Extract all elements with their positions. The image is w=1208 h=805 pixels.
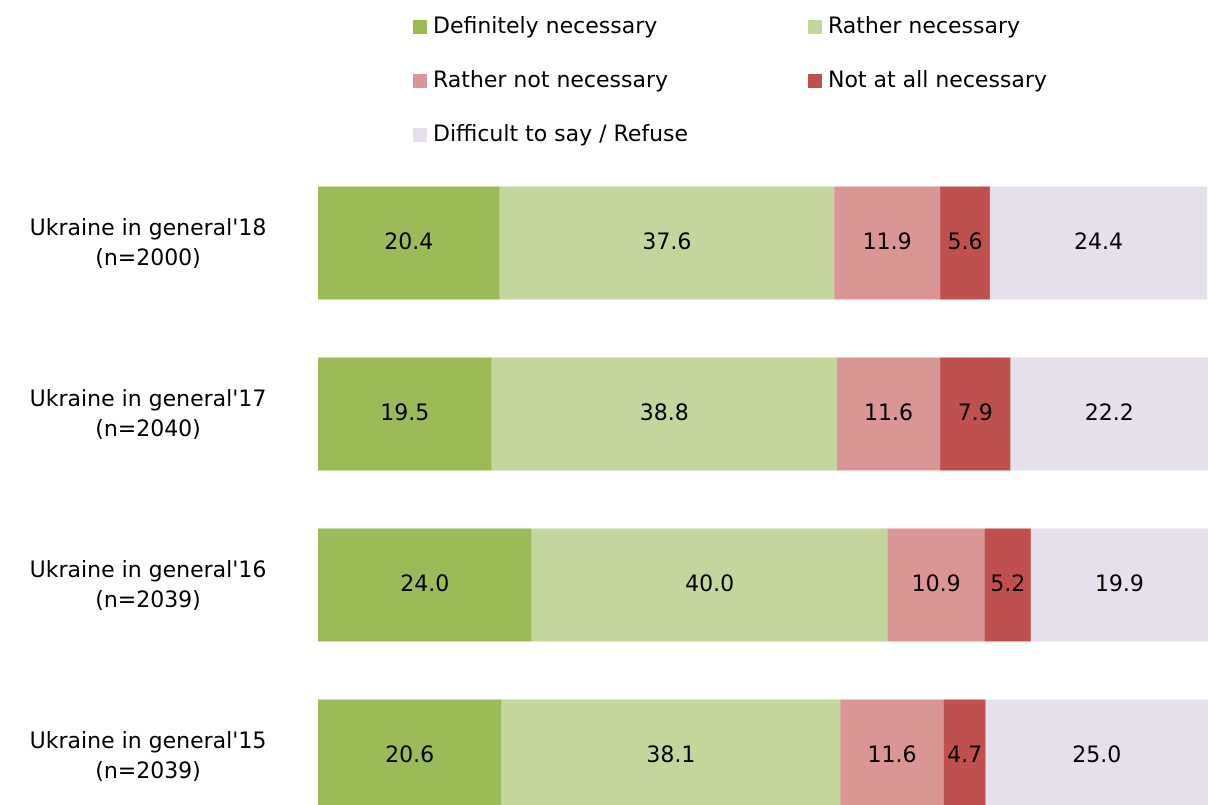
y-tick-label: Ukraine in general'15 (n=2039)	[30, 729, 267, 784]
bar-segment	[491, 357, 837, 471]
legend-label: Rather necessary	[828, 14, 1020, 39]
data-label: 11.6	[868, 743, 917, 768]
bar-segment	[531, 528, 888, 642]
legend-label: Not at all necessary	[828, 68, 1047, 93]
bar-segment	[1010, 357, 1208, 471]
data-label: 20.6	[385, 743, 434, 768]
y-tick-label: Ukraine in general'16 (n=2039)	[30, 558, 267, 613]
bar-segment	[989, 186, 1208, 300]
legend-swatch	[808, 20, 822, 34]
data-label: 19.5	[380, 401, 429, 426]
data-label: 11.6	[864, 401, 913, 426]
data-label: 38.8	[640, 401, 689, 426]
bar-segment	[887, 528, 985, 642]
data-label: 5.6	[948, 230, 983, 255]
legend-label: Definitely necessary	[433, 14, 657, 39]
data-label: 20.4	[384, 230, 433, 255]
data-label: 40.0	[685, 572, 734, 597]
y-tick-label: Ukraine in general'18 (n=2000)	[30, 216, 267, 271]
bar-segment	[985, 699, 1208, 805]
bar-segment	[1030, 528, 1208, 642]
legend-label: Rather not necessary	[433, 68, 668, 93]
legend-swatch	[808, 74, 822, 88]
data-label: 19.9	[1095, 572, 1144, 597]
bar-segment	[840, 699, 944, 805]
bar-segment	[318, 699, 502, 805]
bar-segment	[318, 528, 532, 642]
legend-label: Difficult to say / Refuse	[433, 122, 688, 147]
bar-segment	[984, 528, 1031, 642]
bar-segment	[501, 699, 841, 805]
data-label: 11.9	[863, 230, 912, 255]
legend-swatch	[413, 20, 427, 34]
legend-swatch	[413, 128, 427, 142]
data-label: 37.6	[642, 230, 691, 255]
bar-segment	[834, 186, 941, 300]
bar-segment	[940, 357, 1011, 471]
data-label: 24.0	[400, 572, 449, 597]
bar-segment	[836, 357, 941, 471]
data-label: 24.4	[1074, 230, 1123, 255]
bar-segment	[318, 357, 492, 471]
bar-segment	[499, 186, 835, 300]
data-label: 22.2	[1085, 401, 1134, 426]
data-label: 4.7	[947, 743, 982, 768]
data-label: 25.0	[1072, 743, 1121, 768]
bar-segment	[318, 186, 500, 300]
bar-segment	[940, 186, 990, 300]
data-label: 5.2	[990, 572, 1025, 597]
data-label: 10.9	[912, 572, 961, 597]
legend-swatch	[413, 74, 427, 88]
data-label: 7.9	[958, 401, 993, 426]
bar-segment	[943, 699, 986, 805]
y-tick-label: Ukraine in general'17 (n=2040)	[30, 387, 267, 442]
data-label: 38.1	[646, 743, 695, 768]
